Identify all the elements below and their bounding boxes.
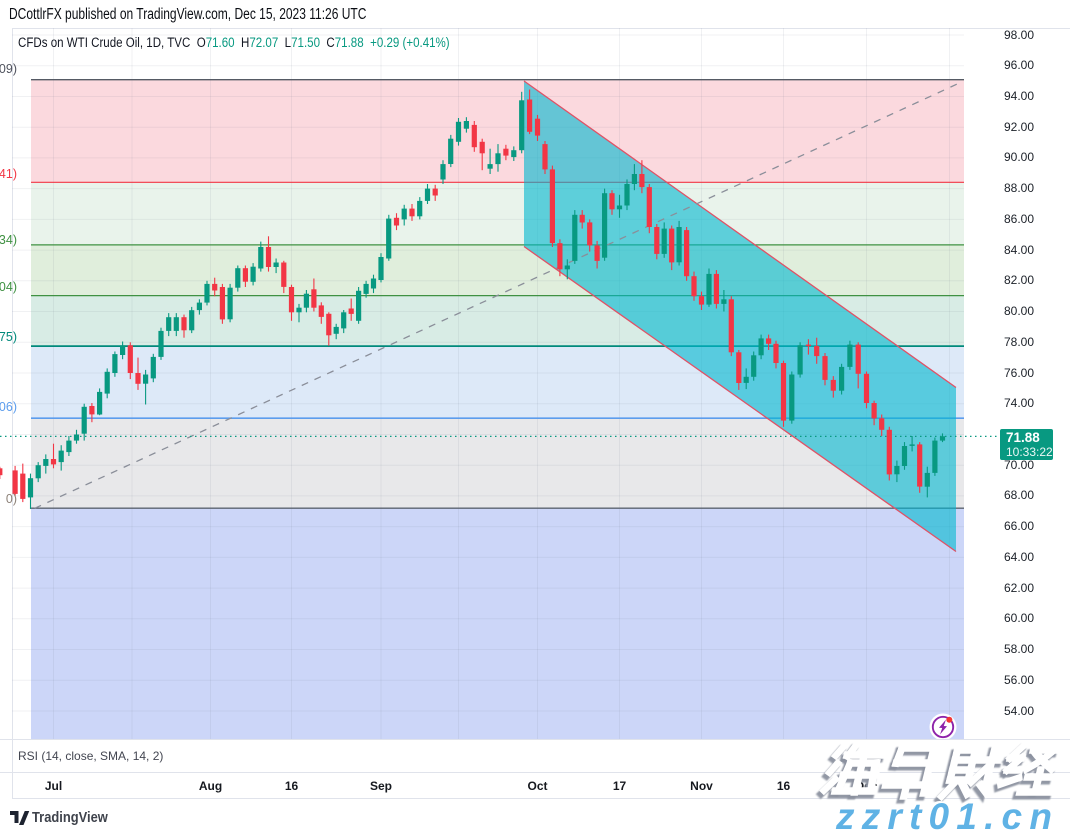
svg-text:zzrt01.cn: zzrt01.cn xyxy=(833,794,1057,835)
svg-text:zzrt01.cn: zzrt01.cn xyxy=(835,796,1059,836)
